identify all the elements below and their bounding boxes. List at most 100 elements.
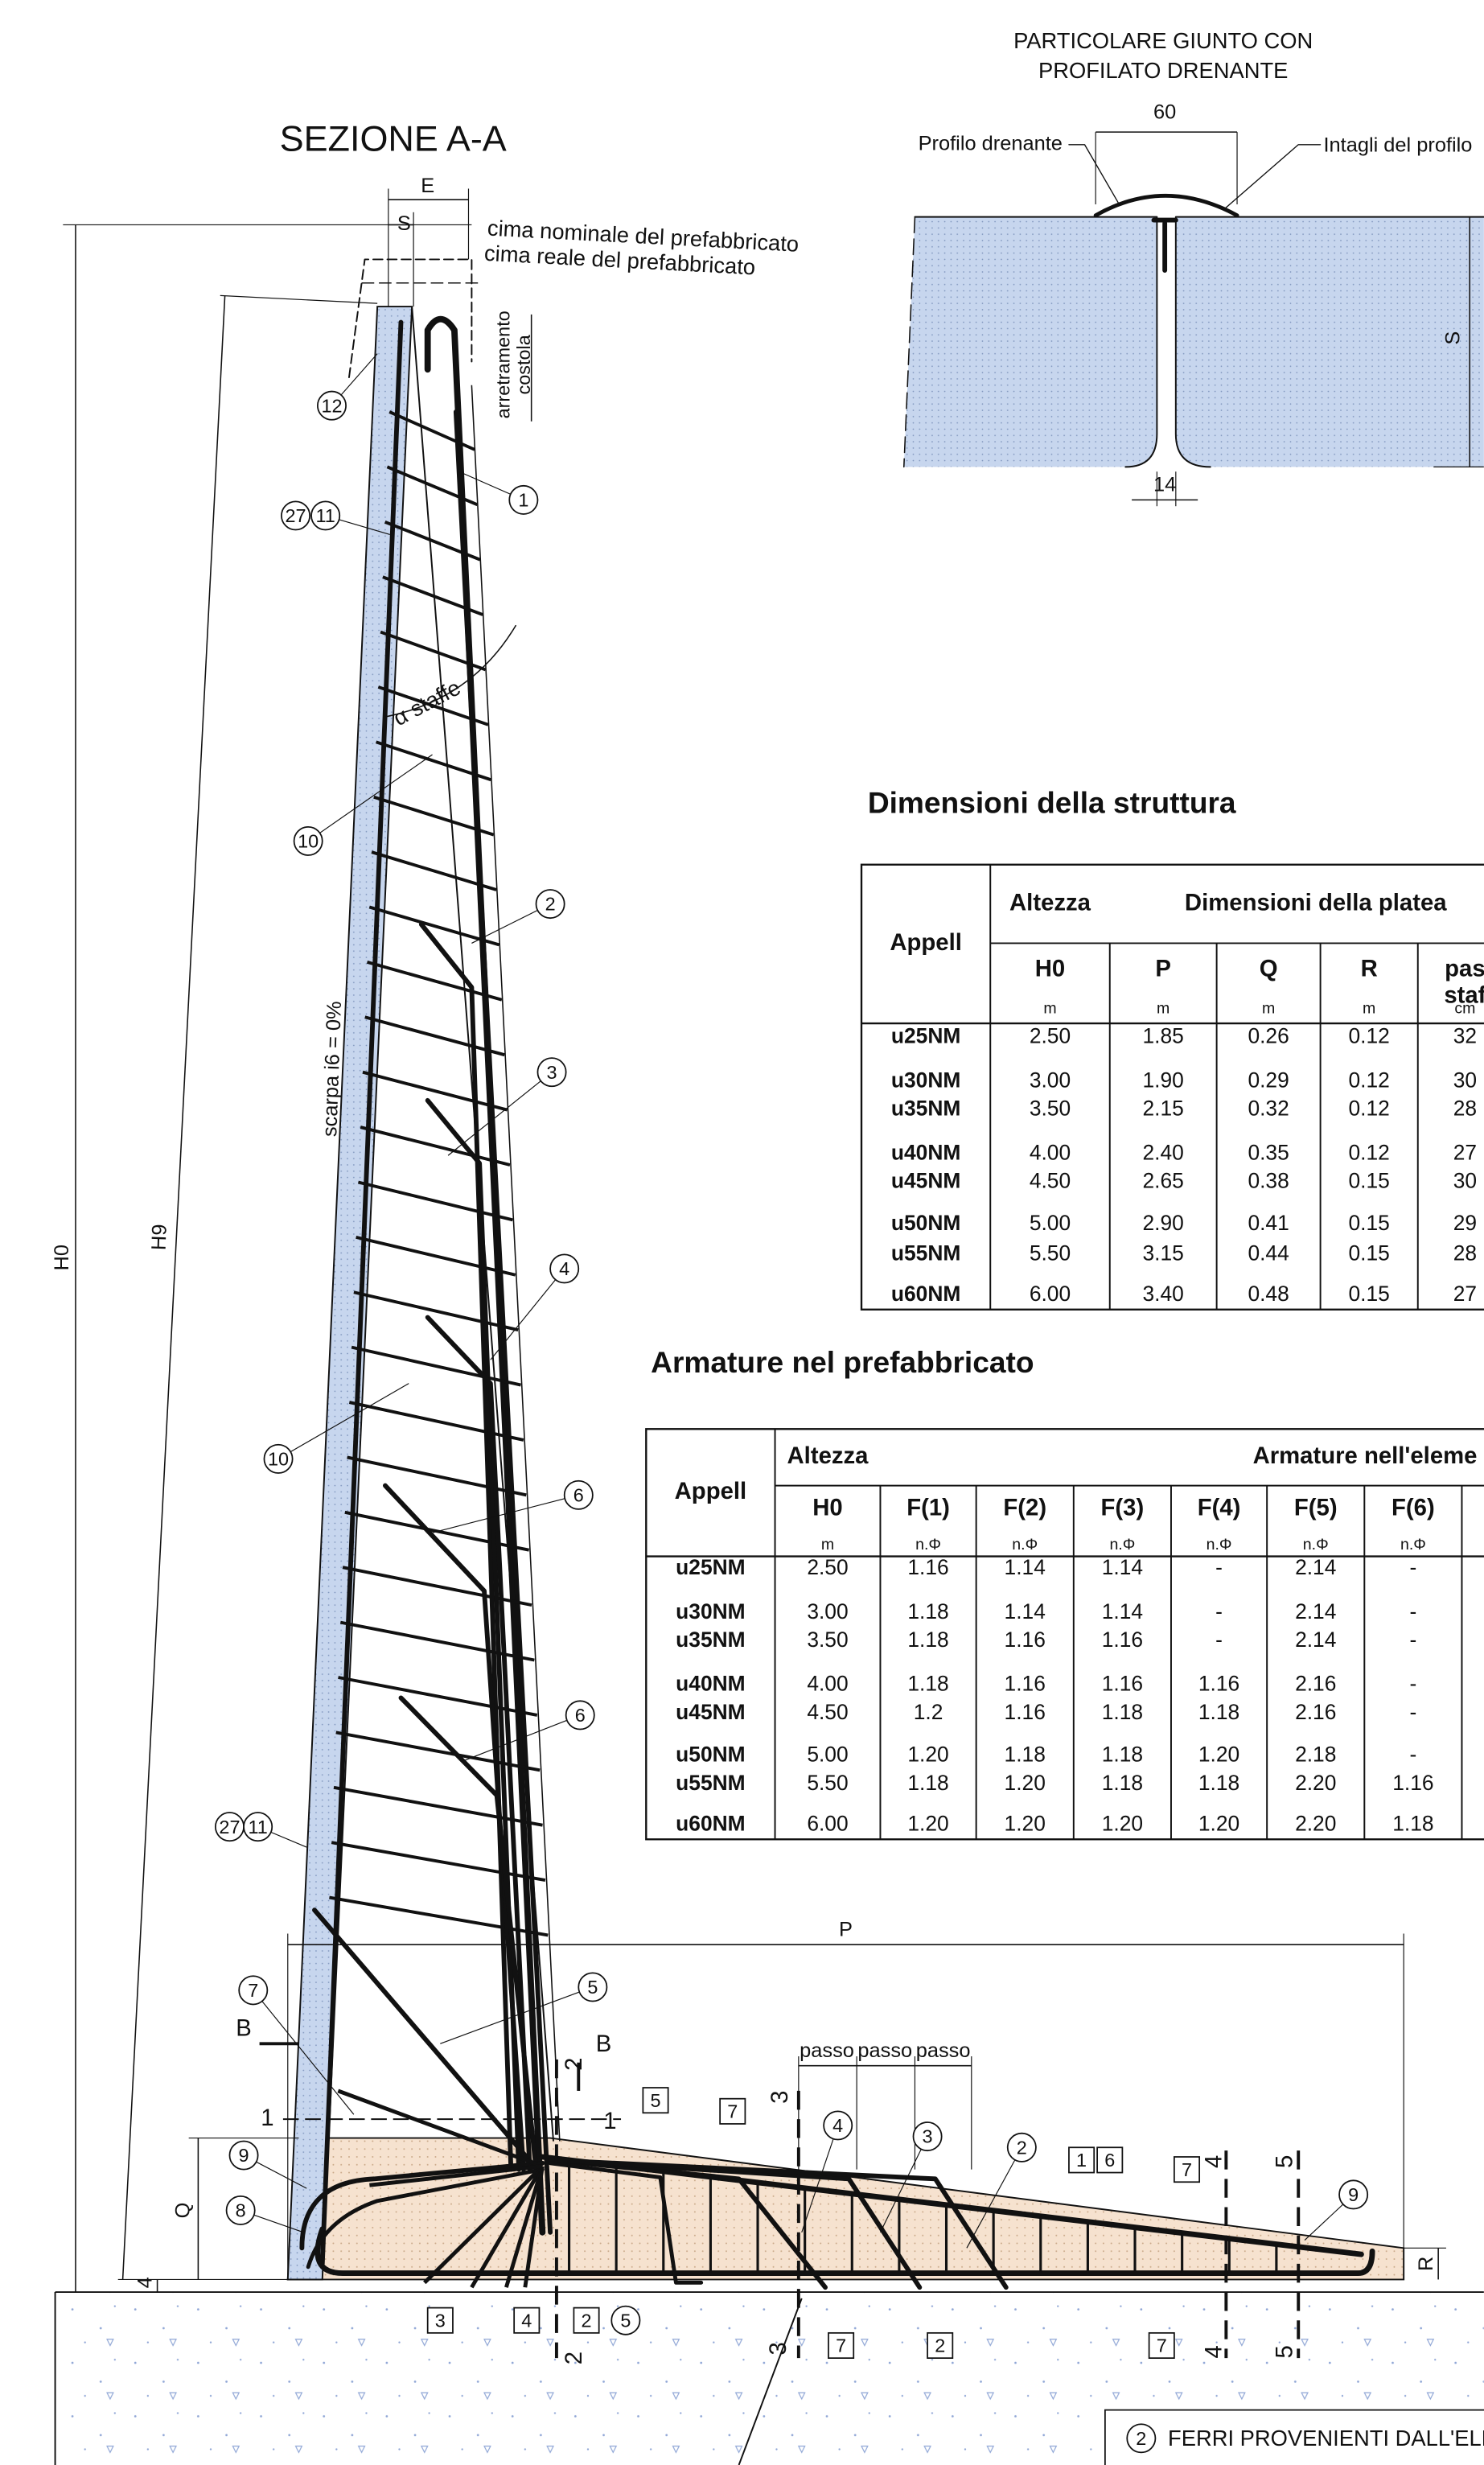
table-cell: 2.20 — [1295, 1812, 1336, 1836]
table-cell: 0.15 — [1349, 1282, 1390, 1306]
table-header: F(1) — [906, 1495, 950, 1521]
table-cell: 1.20 — [1005, 1812, 1046, 1836]
table-header: F(2) — [1003, 1495, 1046, 1521]
table-cell: 0.12 — [1349, 1140, 1390, 1164]
callout-number: 7 — [1182, 2159, 1192, 2180]
row-header: u30NM — [676, 1599, 745, 1623]
table-cell: 2.40 — [1143, 1140, 1184, 1164]
table-cell: 1.16 — [1005, 1700, 1046, 1724]
row-header: u35NM — [676, 1628, 745, 1652]
table-cell: 0.12 — [1349, 1097, 1390, 1121]
table-cell: 2.16 — [1295, 1700, 1336, 1724]
callout-number: 7 — [1157, 2335, 1167, 2356]
table-cell: 4.00 — [807, 1672, 848, 1696]
table-unit: n.Φ — [915, 1536, 941, 1553]
table-unit: m — [821, 1536, 834, 1553]
table-header: F(4) — [1198, 1495, 1241, 1521]
table-header: P — [1155, 955, 1171, 981]
table-cell: 6.00 — [807, 1812, 848, 1836]
callout-number: 27 — [219, 1817, 240, 1837]
table-cell: 2.50 — [1030, 1024, 1071, 1048]
dimension-label: H0 — [51, 1245, 73, 1270]
table-header: Dimensioni della platea — [1185, 889, 1447, 916]
table-cell: 2.90 — [1143, 1211, 1184, 1235]
callout-number: 11 — [315, 505, 335, 526]
callout-number: 6 — [573, 1484, 584, 1505]
callout-number: 6 — [1104, 2150, 1115, 2171]
page: SEZIONE A-Acima nominale del prefabbrica… — [0, 0, 1484, 2465]
table-cell: 0.15 — [1349, 1168, 1390, 1192]
callout-number: 27 — [286, 505, 306, 526]
table-cell: 1.14 — [1102, 1555, 1143, 1579]
legend-text: FERRI PROVENIENTI DALL'ELE — [1168, 2426, 1484, 2451]
table-header: H0 — [1035, 955, 1065, 981]
table-cell: 27 — [1453, 1140, 1477, 1164]
legend-marker: 2 — [1136, 2428, 1146, 2449]
table-cell: 5.00 — [807, 1743, 848, 1767]
section-mark: 2 — [561, 2058, 587, 2071]
row-header: u40NM — [676, 1672, 745, 1696]
callout-number: 2 — [545, 894, 556, 915]
table-cell: 1.14 — [1102, 1599, 1143, 1623]
row-header: u45NM — [676, 1700, 745, 1724]
table-header: F(6) — [1392, 1495, 1435, 1521]
table-cell: 1.2 — [914, 1700, 943, 1724]
table-cell: 3.50 — [1030, 1097, 1071, 1121]
table-header: pas — [1445, 955, 1484, 981]
table-unit: n.Φ — [1207, 1536, 1232, 1553]
table-unit: m — [1043, 1000, 1056, 1018]
table-cell: 30 — [1453, 1168, 1477, 1192]
table-cell: 1.18 — [1102, 1700, 1143, 1724]
table-cell: 1.85 — [1143, 1024, 1184, 1048]
table-cell: 1.18 — [907, 1599, 948, 1623]
table-cell: 1.20 — [1102, 1812, 1143, 1836]
callout-number: 4 — [559, 1258, 569, 1279]
row-header: u60NM — [676, 1812, 745, 1836]
precast-block — [1176, 217, 1484, 467]
table-cell: 0.48 — [1248, 1282, 1289, 1306]
table-cell: - — [1409, 1599, 1416, 1623]
table-header: R — [1361, 955, 1378, 981]
table-cell: - — [1215, 1555, 1223, 1579]
table-cell: 2.50 — [807, 1555, 848, 1579]
table-cell: 1.18 — [1198, 1771, 1239, 1795]
table-cell: 1.20 — [907, 1812, 948, 1836]
dimension-label: S — [1441, 331, 1464, 345]
callout-number: 7 — [727, 2101, 738, 2121]
dimension-label: E — [421, 175, 434, 197]
callout-number: 9 — [1348, 2184, 1359, 2205]
table-unit: n.Φ — [1012, 1536, 1038, 1553]
row-header: u35NM — [891, 1097, 960, 1121]
table-cell: 0.38 — [1248, 1168, 1289, 1192]
table-cell: 2.14 — [1295, 1555, 1336, 1579]
table-cell: 1.16 — [1005, 1628, 1046, 1652]
table-cell: 27 — [1453, 1282, 1477, 1306]
row-header: u55NM — [676, 1771, 745, 1795]
table-cell: - — [1409, 1743, 1416, 1767]
table-cell: 0.12 — [1349, 1024, 1390, 1048]
table-cell: 0.44 — [1248, 1241, 1289, 1265]
table-cell: 5.00 — [1030, 1211, 1071, 1235]
table-cell: 1.16 — [1392, 1771, 1433, 1795]
dimension-label: 60 — [1153, 101, 1176, 123]
table-cell: 0.15 — [1349, 1241, 1390, 1265]
table-cell: 1.90 — [1143, 1068, 1184, 1092]
callout-number: 3 — [435, 2310, 446, 2331]
table-unit: cm — [1454, 1000, 1475, 1018]
table-unit: n.Φ — [1109, 1536, 1135, 1553]
table-cell: 0.32 — [1248, 1097, 1289, 1121]
row-header: u45NM — [891, 1168, 960, 1192]
callout-number: 5 — [651, 2090, 661, 2111]
table-cell: 3.40 — [1143, 1282, 1184, 1306]
table-header: Armature nell'eleme — [1253, 1442, 1478, 1469]
table-cell: 0.12 — [1349, 1068, 1390, 1092]
callout-number: 8 — [236, 2200, 246, 2221]
table-cell: 28 — [1453, 1241, 1477, 1265]
detail-title: PARTICOLARE GIUNTO CON — [1013, 28, 1313, 53]
row-header: u30NM — [891, 1068, 960, 1092]
table-cell: 0.35 — [1248, 1140, 1289, 1164]
dimension-label: 14 — [1153, 474, 1176, 496]
table-cell: 4.00 — [1030, 1140, 1071, 1164]
dimension-label: passo — [800, 2039, 854, 2062]
table-cell: 2.15 — [1143, 1097, 1184, 1121]
